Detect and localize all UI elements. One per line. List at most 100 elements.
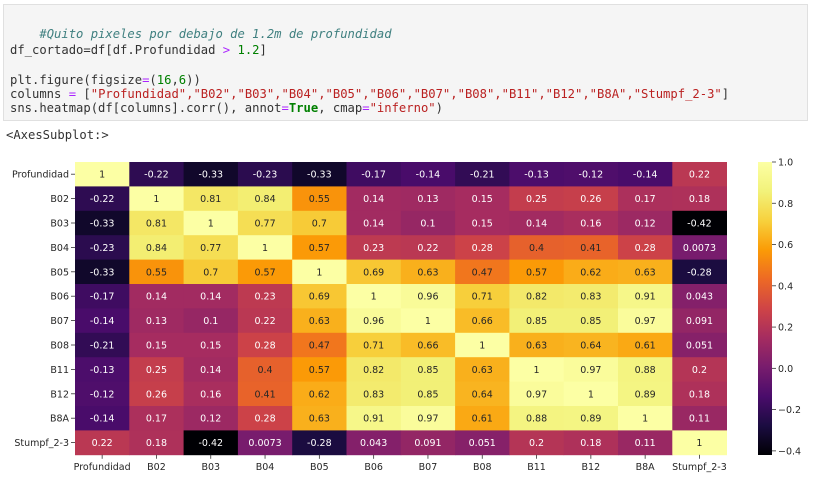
- heatmap-cell: [237, 406, 293, 431]
- cell-annotation: 0.77: [254, 219, 275, 230]
- cell-annotation: 0.97: [526, 389, 547, 400]
- cell-annotation: 0.63: [635, 267, 656, 278]
- x-tick-label: B03: [201, 462, 220, 473]
- cell-annotation: 0.15: [200, 341, 221, 352]
- heatmap-cell: [129, 308, 184, 334]
- heatmap-cell: [618, 210, 673, 236]
- heatmap-cell: [346, 259, 402, 285]
- heatmap-cell: [292, 186, 347, 212]
- cell-annotation: -0.17: [361, 170, 386, 181]
- heatmap-cell: [563, 186, 619, 212]
- cell-annotation: 0.4: [257, 365, 272, 376]
- heatmap-cell: [183, 259, 239, 285]
- cell-annotation: 0.84: [146, 243, 167, 254]
- heatmap-cell: [672, 210, 727, 236]
- cell-annotation: -0.23: [90, 243, 115, 254]
- cell-annotation: 0.091: [414, 438, 441, 449]
- heatmap-cell: [292, 210, 347, 236]
- heatmap-cell: [75, 381, 130, 407]
- cell-annotation: -0.14: [90, 316, 115, 327]
- heatmap-cell: [292, 284, 347, 309]
- cell-annotation: -0.33: [90, 267, 115, 278]
- cell-annotation: 0.13: [146, 316, 167, 327]
- cell-annotation: 0.17: [635, 194, 656, 205]
- heatmap-cell: [237, 162, 293, 187]
- heatmap-cell: [183, 162, 239, 187]
- cell-annotation: 0.0073: [683, 243, 716, 254]
- cell-annotation: 0.26: [580, 194, 601, 205]
- heatmap-cell: [346, 186, 402, 212]
- heatmap-cell: [400, 162, 456, 187]
- code-operator: =: [281, 101, 289, 115]
- cell-annotation: 0.28: [472, 243, 493, 254]
- cell-annotation: 0.12: [635, 219, 656, 230]
- heatmap-cell: [346, 406, 402, 431]
- cell-annotation: 0.57: [526, 267, 547, 278]
- heatmap-cell: [346, 332, 402, 358]
- heatmap-cell: [672, 381, 727, 407]
- heatmap-cell: [509, 259, 565, 285]
- cell-annotation: 1: [208, 219, 214, 230]
- cell-annotation: 0.1: [420, 219, 435, 230]
- code-cell[interactable]: #Quito pixeles por debajo de 1.2m de pro…: [3, 4, 808, 121]
- cell-annotation: 0.77: [200, 243, 221, 254]
- heatmap-cell: [129, 332, 184, 358]
- code-comment-line: #Quito pixeles por debajo de 1.2m de pro…: [10, 13, 391, 55]
- heatmap-cell: [75, 259, 130, 285]
- colorbar-tick-label: 0.6: [778, 240, 793, 251]
- cell-annotation: -0.28: [307, 438, 332, 449]
- heatmap-cell: [455, 308, 510, 334]
- code-line-heatmap: sns.heatmap(df[columns].corr(), annot=Tr…: [10, 101, 443, 115]
- cell-annotation: 0.97: [635, 316, 656, 327]
- cell-annotation: 0.14: [526, 219, 547, 230]
- cell-annotation: 1: [262, 243, 268, 254]
- heatmap-cell: [672, 308, 727, 334]
- y-tick-label: B02: [50, 194, 69, 205]
- heatmap-cell: [75, 162, 130, 187]
- cell-annotation: 0.63: [417, 267, 438, 278]
- heatmap-cell: [237, 381, 293, 407]
- y-tick-label: B11: [50, 365, 69, 376]
- cell-annotation: 0.091: [686, 316, 713, 327]
- x-tick-label: B04: [256, 462, 275, 473]
- heatmap-cell: [509, 406, 565, 431]
- code-operator: >: [222, 43, 231, 57]
- x-tick-label: B06: [364, 462, 383, 473]
- cell-annotation: 0.96: [363, 316, 384, 327]
- heatmap-cell: [237, 284, 293, 309]
- cell-annotation: -0.22: [90, 194, 115, 205]
- heatmap-cell: [509, 235, 565, 260]
- heatmap-cell: [237, 430, 293, 456]
- heatmap-cell: [183, 210, 239, 236]
- heatmap-cell: [129, 381, 184, 407]
- heatmap-cell: [618, 406, 673, 431]
- heatmap-cell: [237, 357, 293, 382]
- cell-annotation: 0.64: [580, 341, 601, 352]
- code-number: 16: [156, 73, 172, 87]
- heatmap-cell: [672, 357, 727, 382]
- cell-annotation: 0.11: [635, 438, 656, 449]
- heatmap-cell: [563, 210, 619, 236]
- heatmap-cell: [563, 284, 619, 309]
- cell-annotation: 0.7: [203, 267, 218, 278]
- cell-annotation: 0.23: [363, 243, 384, 254]
- heatmap-cell: [455, 186, 510, 212]
- cell-annotation: 0.28: [254, 341, 275, 352]
- heatmap-cell: [509, 162, 565, 187]
- cell-annotation: 0.25: [146, 365, 167, 376]
- heatmap-cell: [509, 381, 565, 407]
- heatmap-cell: [563, 357, 619, 382]
- heatmap-cell: [672, 186, 727, 212]
- y-tick-label: B03: [50, 219, 69, 230]
- cell-annotation: 0.22: [689, 170, 710, 181]
- cell-annotation: 0.88: [526, 414, 547, 425]
- code-keyword: True: [288, 101, 319, 115]
- cell-annotation: 0.91: [635, 292, 656, 303]
- cell-annotation: 0.22: [92, 438, 113, 449]
- cell-annotation: 0.18: [146, 438, 167, 449]
- heatmap-cell: [672, 406, 727, 431]
- heatmap-cell: [129, 210, 184, 236]
- cell-annotation: -0.14: [633, 170, 658, 181]
- cell-annotation: 0.57: [254, 267, 275, 278]
